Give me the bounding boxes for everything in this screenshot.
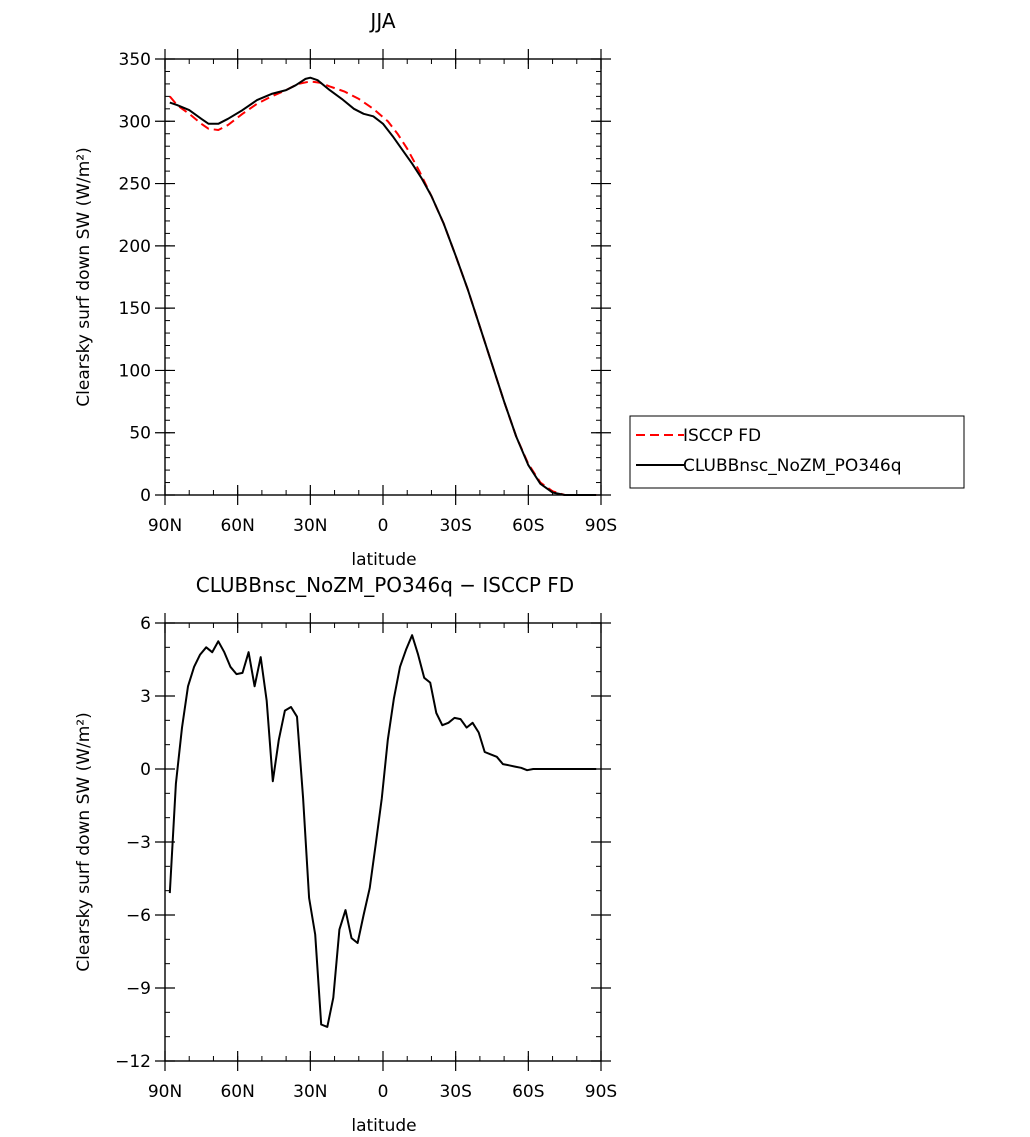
x-tick-label: 90N (148, 1082, 182, 1102)
bottom-plot-frame (164, 622, 602, 1062)
x-tick-label: 0 (378, 516, 389, 536)
top-x-axis-title: latitude (351, 550, 416, 570)
x-tick-label: 90S (585, 1082, 617, 1102)
y-tick-label: 3 (140, 687, 151, 707)
legend-label-clubb: CLUBBnsc_NoZM_PO346q (683, 456, 902, 476)
legend: ISCCP FD CLUBBnsc_NoZM_PO346q (629, 415, 965, 489)
top-panel: JJA 0 50 100 150 200 250 300 350 90N 60N 30N 0 30S 60… (74, 9, 617, 570)
legend-box (629, 415, 965, 489)
top-y-axis-title: Clearsky surf down SW (W/m²) (74, 147, 94, 406)
y-tick-label: −3 (126, 833, 151, 853)
y-tick-label: 0 (140, 486, 151, 506)
bottom-series-lines (168, 634, 597, 1028)
y-tick-label: 200 (119, 237, 151, 257)
legend-label-isccp: ISCCP FD (683, 426, 761, 446)
x-tick-label: 30S (439, 1082, 471, 1102)
y-tick-label: 6 (140, 614, 151, 634)
x-tick-label: 30N (293, 1082, 327, 1102)
bottom-minor-ticks (164, 622, 602, 1062)
top-axis-ticks: 0 50 100 150 200 250 300 350 90N 60N 30N 0 30S 60S 90S (119, 49, 617, 536)
y-tick-label: −12 (115, 1052, 151, 1072)
y-tick-label: 0 (140, 760, 151, 780)
x-tick-label: 30S (439, 516, 471, 536)
y-tick-label: 150 (119, 299, 151, 319)
top-chart-title: JJA (368, 9, 395, 33)
y-tick-label: −6 (126, 906, 151, 926)
bottom-y-axis-title: Clearsky surf down SW (W/m²) (74, 712, 94, 971)
x-tick-label: 90N (148, 516, 182, 536)
series-line-0 (168, 634, 597, 1028)
x-tick-label: 60S (512, 516, 544, 536)
series-line-1 (169, 76, 597, 496)
x-tick-label: 60S (512, 1082, 544, 1102)
y-tick-label: 100 (119, 361, 151, 381)
y-tick-label: 250 (119, 175, 151, 195)
x-tick-label: 90S (585, 516, 617, 536)
bottom-axis-ticks: −12 −9 −6 −3 0 3 6 90N 60N 30N 0 30S 60S 90S (115, 613, 617, 1102)
y-tick-label: 50 (129, 424, 151, 444)
y-tick-label: 300 (119, 112, 151, 132)
y-tick-label: 350 (119, 50, 151, 70)
top-series-lines (169, 76, 597, 496)
bottom-chart-title: CLUBBnsc_NoZM_PO346q − ISCCP FD (196, 573, 574, 597)
x-tick-label: 0 (378, 1082, 389, 1102)
series-line-0 (169, 80, 597, 496)
x-tick-label: 60N (220, 1082, 254, 1102)
x-tick-label: 60N (220, 516, 254, 536)
bottom-panel: CLUBBnsc_NoZM_PO346q − ISCCP FD −12−9−6−… (74, 573, 617, 1136)
bottom-x-axis-title: latitude (351, 1116, 416, 1136)
x-tick-label: 30N (293, 516, 327, 536)
y-tick-label: −9 (126, 979, 151, 999)
